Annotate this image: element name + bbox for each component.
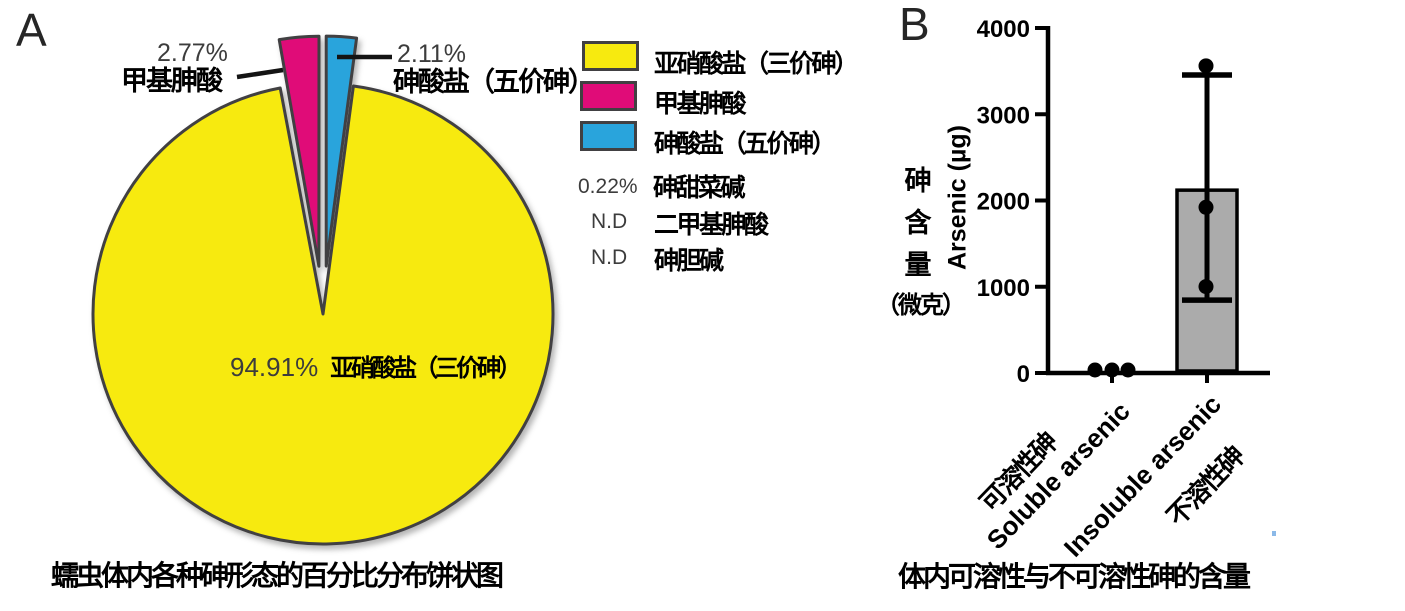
- legend-label-methylarsonic: 甲基胂酸: [654, 90, 747, 118]
- legend-swatch-methylarsonic: [580, 81, 637, 111]
- methylarsonic-pct-label: 2.77%: [157, 39, 228, 67]
- y-tick-label-4000: 4000: [977, 16, 1030, 43]
- data-point-1-0: [1198, 279, 1214, 295]
- panel-b-caption: 体内可溶性与不可溶性砷的含量: [898, 561, 1251, 592]
- panel-b-label: B: [899, 0, 930, 50]
- pie-slices: [91, 34, 555, 546]
- bar-chart: 0 1000 2000 3000 4000: [977, 16, 1270, 388]
- methylarsonic-callout-label: 甲基胂酸: [121, 66, 223, 96]
- legend-label-arsenocholine: 砷胆碱: [654, 247, 724, 275]
- legend-swatch-arsenate: [580, 121, 637, 151]
- legend-value-arsenobetaine: 0.22%: [578, 175, 638, 198]
- y-tick-label-1000: 1000: [977, 275, 1030, 302]
- legend-label-arsenobetaine: 砷甜菜碱: [653, 174, 746, 202]
- pie-slice-2: [324, 34, 359, 268]
- data-point-1-2: [1198, 58, 1214, 74]
- pie-chart: [91, 34, 555, 546]
- legend-value-arsenocholine: N.D: [591, 246, 628, 269]
- data-point-0-0: [1087, 362, 1103, 378]
- arsenite-name-label: 亚硝酸盐（三价砷）: [330, 355, 522, 382]
- leader-line-methylarsonic: [236, 67, 284, 80]
- y-axis-label-zh: 砷含量: [904, 166, 932, 280]
- legend-value-dma: N.D: [591, 210, 628, 233]
- pie-slice-1: [277, 34, 321, 268]
- y-tick-label-2000: 2000: [977, 189, 1030, 216]
- legend-swatch-arsenite: [582, 41, 639, 71]
- arsenite-pct-label: 94.91%: [230, 352, 319, 382]
- pie-slice-0: [91, 84, 555, 546]
- legend-label-arsenate: 砷酸盐（五价砷）: [654, 130, 837, 158]
- data-point-0-1: [1104, 362, 1120, 378]
- legend-label-dma: 二甲基胂酸: [654, 211, 769, 239]
- y-axis-label-en: Arsenic (µg): [943, 125, 972, 270]
- panel-a-caption: 蠕虫体内各种砷形态的百分比分布饼状图: [51, 560, 504, 591]
- y-tick-label-3000: 3000: [977, 102, 1030, 129]
- arsenate-pct-label: 2.11%: [397, 40, 467, 68]
- arsenite-center-label: 94.91% 亚硝酸盐（三价砷）: [230, 352, 522, 383]
- panel-a-label: A: [16, 4, 47, 56]
- legend-label-arsenite: 亚硝酸盐（三价砷）: [654, 50, 859, 78]
- y-tick-label-0: 0: [1017, 361, 1030, 388]
- y-axis-unit-zh: （微克）: [876, 292, 966, 319]
- data-point-1-1: [1198, 199, 1214, 215]
- arsenate-callout-label: 砷酸盐（五价砷）: [393, 67, 595, 97]
- data-point-0-2: [1120, 362, 1136, 378]
- artifact-mark: [1272, 531, 1276, 536]
